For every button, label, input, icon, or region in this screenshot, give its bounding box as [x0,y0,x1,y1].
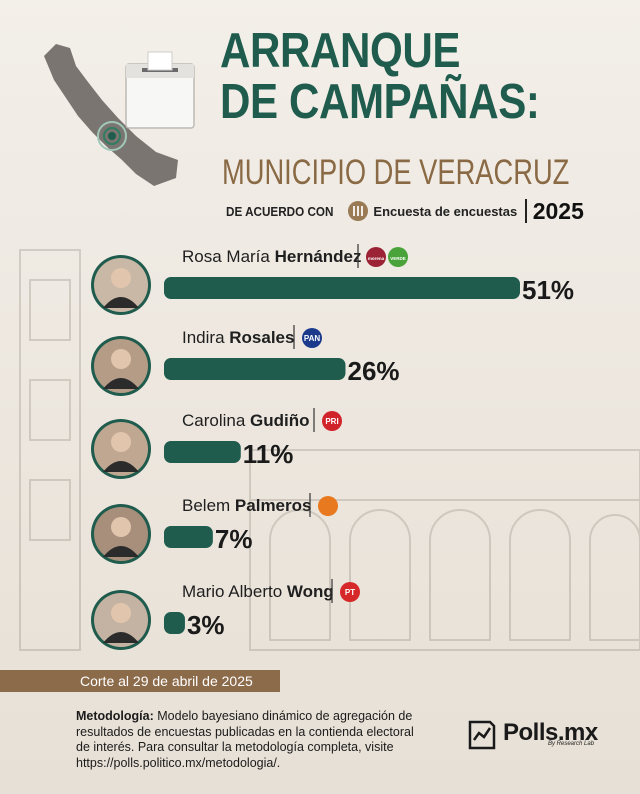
mc-logo-icon [318,496,338,516]
chart-row: Carolina Gudiño PRI 11% [91,408,342,479]
chart-row: Rosa María Hernández morena VERDE 51% [91,244,574,315]
title-line-1: ARRANQUE [220,24,461,78]
title-line-2: DE CAMPAÑAS: [220,75,540,129]
polls-logo-icon [468,720,496,750]
candidate-first-name: Indira [182,328,229,347]
chart-row: Mario Alberto Wong PT 3% [91,579,360,650]
candidate-name: Rosa María Hernández [182,247,362,266]
candidate-first-name: Rosa María [182,247,275,266]
pt-logo-icon: PT [340,582,360,602]
candidate-name: Indira Rosales [182,328,294,347]
party-logo-label: morena [368,256,385,261]
bar [164,277,520,299]
candidate-last-name: Hernández [275,247,362,266]
candidate-first-name: Mario Alberto [182,582,287,601]
candidate-avatar [91,504,151,564]
encuesta-logo-icon [348,201,369,221]
party-logo-label: PAN [304,334,321,343]
candidate-name: Carolina Gudiño [182,411,310,430]
candidate-last-name: Wong [287,582,334,601]
candidate-last-name: Palmeros [235,496,312,515]
pri-logo-icon: PRI [322,411,342,431]
methodology-note: Metodología: Modelo bayesiano dinámico d… [76,709,431,771]
source-year: 2025 [532,197,584,224]
bar [164,358,346,380]
candidate-first-name: Belem [182,496,235,515]
party-logo-label: PRI [325,417,338,426]
veracruz-map-icon [44,44,178,186]
source-name: Encuesta de encuestas [373,203,518,219]
party-logo-label: VERDE [390,256,406,261]
methodology-label: Metodología: [76,709,154,723]
pan-logo-icon: PAN [302,328,322,348]
cutoff-date: Corte al 29 de abril de 2025 [80,673,253,689]
methodology-text: Modelo bayesiano dinámico de agregación … [76,709,414,770]
candidate-avatar [91,255,151,315]
source-divider [525,199,527,223]
page-title: ARRANQUE DE CAMPAÑAS: [220,24,540,129]
candidate-avatar [91,336,151,396]
brand-subtitle: By Research Lab [548,741,595,747]
candidate-last-name: Gudiño [250,411,309,430]
value-label: 3% [187,610,225,640]
source-row: DE ACUERDO CON Encuesta de encuestas 202… [226,198,584,224]
source-prefix: DE ACUERDO CON [226,203,334,219]
value-label: 26% [347,356,399,386]
candidate-first-name: Carolina [182,411,250,430]
chart-row: Indira Rosales PAN 26% [91,325,400,396]
brand: Polls.mx [467,716,598,750]
ballot-box-icon [125,51,195,129]
bar [164,441,241,463]
candidate-avatar [91,590,151,650]
subtitle: MUNICIPIO DE VERACRUZ [222,153,570,192]
value-label: 11% [243,439,294,469]
candidate-name: Mario Alberto Wong [182,582,334,601]
pvem-logo-icon: VERDE [388,247,408,267]
party-logo-label: PT [345,588,355,597]
candidate-last-name: Rosales [229,328,294,347]
poll-chart: Rosa María Hernández morena VERDE 51% Indira… [91,244,574,650]
bar [164,526,213,548]
value-label: 7% [215,524,253,554]
morena-logo-icon: morena [366,247,386,267]
cutoff-band [0,670,280,692]
bar [164,612,185,634]
value-label: 51% [522,275,574,305]
chart-row: Belem Palmeros 7% [91,493,338,564]
candidate-avatar [91,419,151,479]
brand-name: Polls.mx [503,719,598,746]
candidate-name: Belem Palmeros [182,496,311,515]
